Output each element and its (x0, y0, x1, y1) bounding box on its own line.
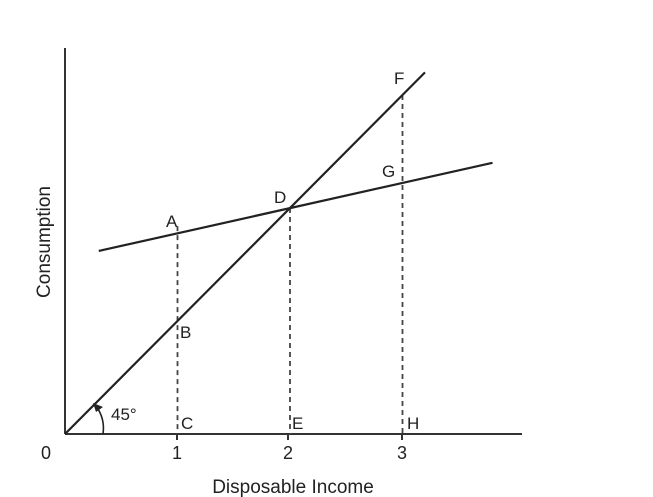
point-label-f: F (394, 69, 404, 88)
point-label-e: E (292, 414, 303, 433)
angle-arrowhead (93, 403, 103, 412)
x-tick-label-1: 1 (172, 443, 182, 463)
point-label-b: B (180, 323, 191, 342)
point-label-c: C (181, 414, 193, 433)
point-label-h: H (407, 414, 419, 433)
x-tick-label-2: 2 (283, 443, 293, 463)
point-label-d: D (274, 188, 286, 207)
point-label-g: G (382, 162, 395, 181)
x-tick-label-3: 3 (397, 443, 407, 463)
origin-label: 0 (41, 443, 51, 463)
series-line-45-degree (64, 71, 426, 435)
y-axis-title: Consumption (34, 186, 55, 298)
angle-label: 45° (111, 405, 137, 424)
series-line-consumption (98, 161, 493, 253)
point-label-a: A (166, 212, 178, 231)
x-axis-title: Disposable Income (212, 477, 374, 497)
